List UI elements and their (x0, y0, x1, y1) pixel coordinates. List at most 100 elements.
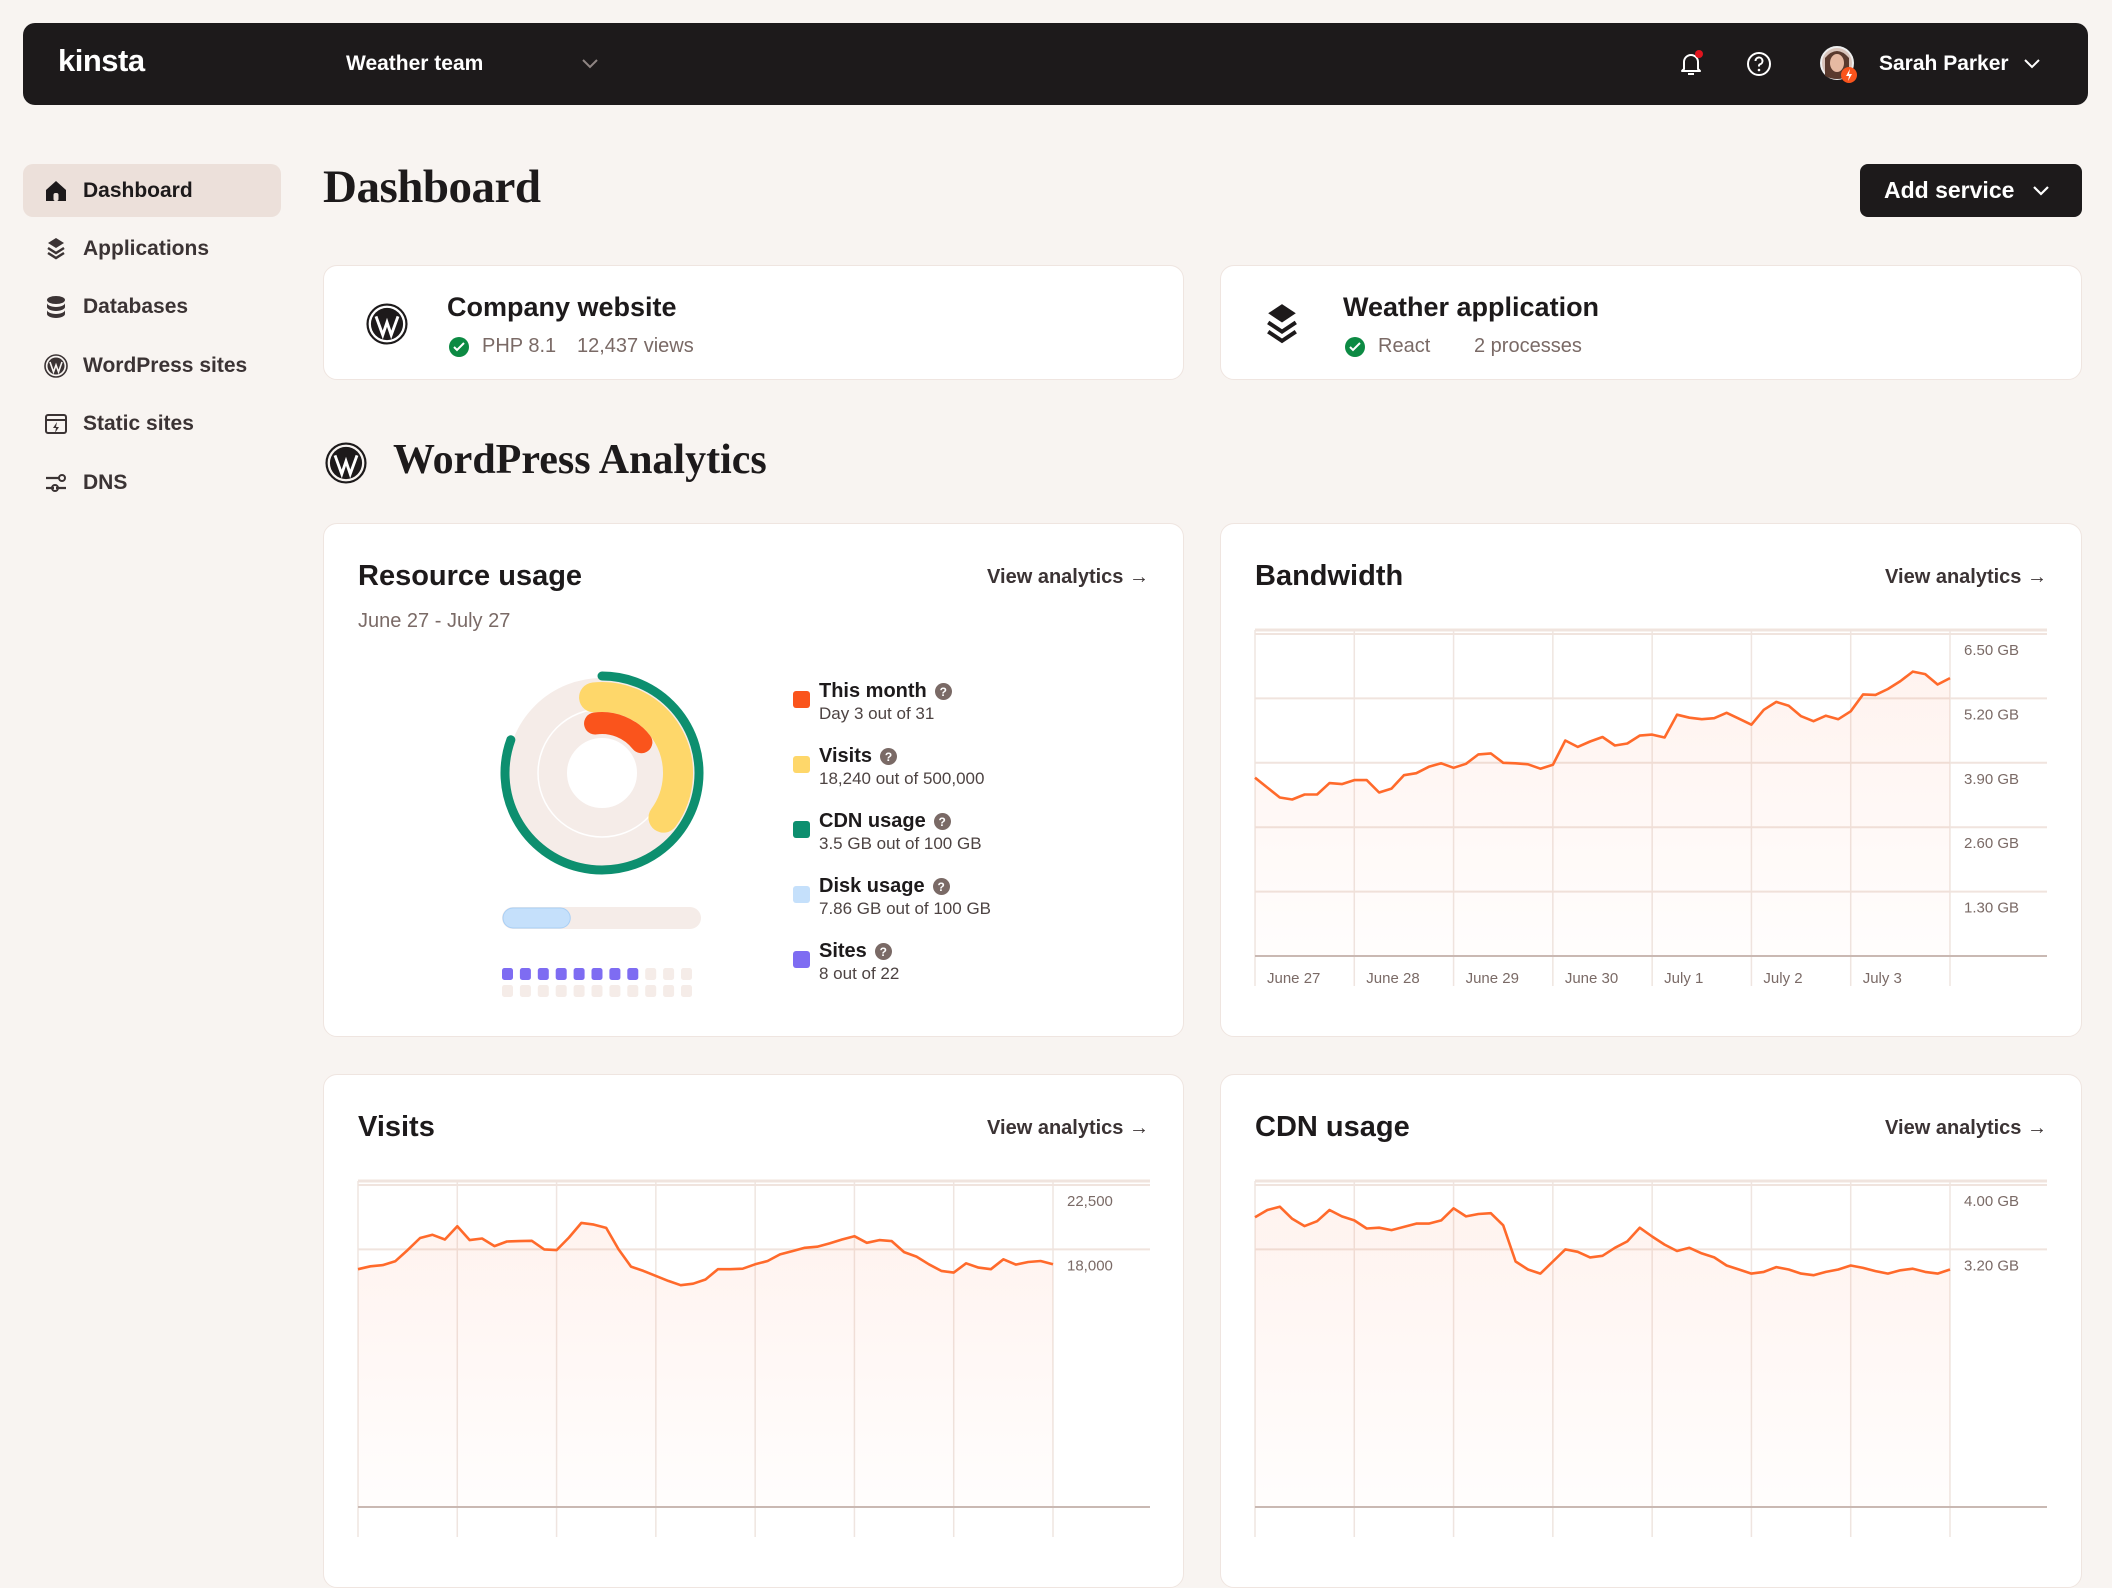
sidebar-item-applications[interactable]: Applications (23, 222, 281, 275)
sidebar-item-label: Dashboard (83, 179, 193, 203)
help-icon[interactable]: ? (875, 943, 892, 960)
kinsta-logo[interactable]: kinsta (58, 43, 145, 79)
chevron-down-icon[interactable] (579, 53, 601, 75)
sidebar-item-dashboard[interactable]: Dashboard (23, 164, 281, 217)
cdn-usage-chart: 3.20 GB 4.00 GB (1221, 1075, 2082, 1588)
wordpress-icon (43, 353, 69, 379)
chevron-down-icon (2032, 185, 2050, 197)
legend-title: This month? (819, 680, 952, 703)
wordpress-icon (365, 302, 409, 346)
site-slot-used (627, 968, 638, 980)
series-area (358, 1223, 1053, 1507)
wordpress-icon (324, 441, 368, 485)
service-card-weather-application[interactable]: Weather application React 2 processes (1220, 265, 2082, 380)
home-icon (43, 178, 69, 204)
legend-title: CDN usage? (819, 810, 951, 833)
help-icon[interactable]: ? (933, 878, 950, 895)
visits-chart: 18,000 22,500 (324, 1075, 1184, 1588)
sidebar-item-label: WordPress sites (83, 354, 247, 378)
legend-title: Sites? (819, 940, 892, 963)
team-selector[interactable]: Weather team (346, 52, 483, 76)
top-bar: kinsta Weather team Sarah Parker (23, 23, 2088, 105)
avatar[interactable] (1820, 46, 1858, 84)
y-tick-label: 5.20 GB (1964, 706, 2019, 723)
x-tick-label: June 30 (1565, 970, 1618, 987)
arrow-right-icon: → (1129, 566, 1149, 588)
site-slot-used (502, 968, 513, 980)
sidebar-item-databases[interactable]: Databases (23, 280, 281, 333)
site-slot-used (609, 968, 620, 980)
legend-title: Disk usage? (819, 875, 950, 898)
service-processes: 2 processes (1474, 335, 1582, 358)
sidebar-item-label: Static sites (83, 412, 194, 436)
add-service-button[interactable]: Add service (1860, 164, 2082, 217)
site-slot-free (681, 985, 692, 997)
service-name[interactable]: Weather application (1343, 292, 1599, 323)
site-slot-free (681, 968, 692, 980)
legend-swatch (793, 951, 810, 968)
y-tick-label: 1.30 GB (1964, 900, 2019, 917)
legend-swatch (793, 691, 810, 708)
service-views: 12,437 views (577, 335, 694, 358)
section-heading: WordPress Analytics (393, 436, 767, 484)
sidebar-item-label: Applications (83, 237, 209, 261)
site-slot-free (574, 985, 585, 997)
help-icon[interactable] (1745, 50, 1773, 78)
x-tick-label: June 29 (1466, 970, 1519, 987)
x-tick-label: July 3 (1863, 970, 1902, 987)
database-icon (43, 294, 69, 320)
chevron-down-icon[interactable] (2021, 53, 2043, 75)
y-tick-label: 3.90 GB (1964, 771, 2019, 788)
view-analytics-link[interactable]: View analytics → (987, 566, 1149, 589)
series-area (1255, 1207, 1950, 1507)
help-icon[interactable]: ? (880, 748, 897, 765)
legend-title: Visits? (819, 745, 897, 768)
legend-subtitle: 8 out of 22 (819, 964, 899, 984)
legend-subtitle: Day 3 out of 31 (819, 704, 934, 724)
site-slot-free (520, 985, 531, 997)
site-slot-used (556, 968, 567, 980)
site-slot-free (663, 985, 674, 997)
sidebar-item-dns[interactable]: DNS (23, 456, 281, 509)
service-tech: React (1378, 335, 1430, 358)
resource-donut-chart (324, 524, 784, 1037)
y-tick-label: 3.20 GB (1964, 1257, 2019, 1274)
disk-usage-fill (503, 908, 570, 928)
help-icon[interactable]: ? (935, 683, 952, 700)
notification-bell-icon[interactable] (1677, 49, 1705, 79)
x-tick-label: June 28 (1366, 970, 1419, 987)
service-card-company-website[interactable]: Company website PHP 8.1 12,437 views (323, 265, 1184, 380)
y-tick-label: 4.00 GB (1964, 1193, 2019, 1210)
site-slot-used (574, 968, 585, 980)
x-tick-label: July 2 (1763, 970, 1802, 987)
sidebar-item-label: DNS (83, 471, 127, 495)
site-slot-free (663, 968, 674, 980)
status-ok-icon (449, 337, 469, 357)
site-slot-used (538, 968, 549, 980)
user-name[interactable]: Sarah Parker (1879, 52, 2009, 76)
site-slot-free (609, 985, 620, 997)
layers-icon (1262, 301, 1302, 347)
y-tick-label: 2.60 GB (1964, 835, 2019, 852)
site-slot-free (627, 985, 638, 997)
service-name[interactable]: Company website (447, 292, 677, 323)
service-tech: PHP 8.1 (482, 335, 556, 358)
site-slot-free (645, 968, 656, 980)
status-ok-icon (1345, 337, 1365, 357)
legend-swatch (793, 886, 810, 903)
x-tick-label: June 27 (1267, 970, 1320, 987)
sidebar-item-static-sites[interactable]: Static sites (23, 397, 281, 450)
y-tick-label: 22,500 (1067, 1193, 1113, 1210)
x-tick-label: July 1 (1664, 970, 1703, 987)
resource-usage-card: Resource usage View analytics → June 27 … (323, 523, 1184, 1037)
site-slot-free (538, 985, 549, 997)
sidebar-item-wordpress-sites[interactable]: WordPress sites (23, 339, 281, 392)
help-icon[interactable]: ? (934, 813, 951, 830)
bandwidth-chart: 1.30 GB2.60 GB3.90 GB5.20 GB6.50 GBJune … (1221, 524, 2082, 1037)
y-tick-label: 18,000 (1067, 1257, 1113, 1274)
layers-icon (43, 236, 69, 262)
site-slot-free (592, 985, 603, 997)
